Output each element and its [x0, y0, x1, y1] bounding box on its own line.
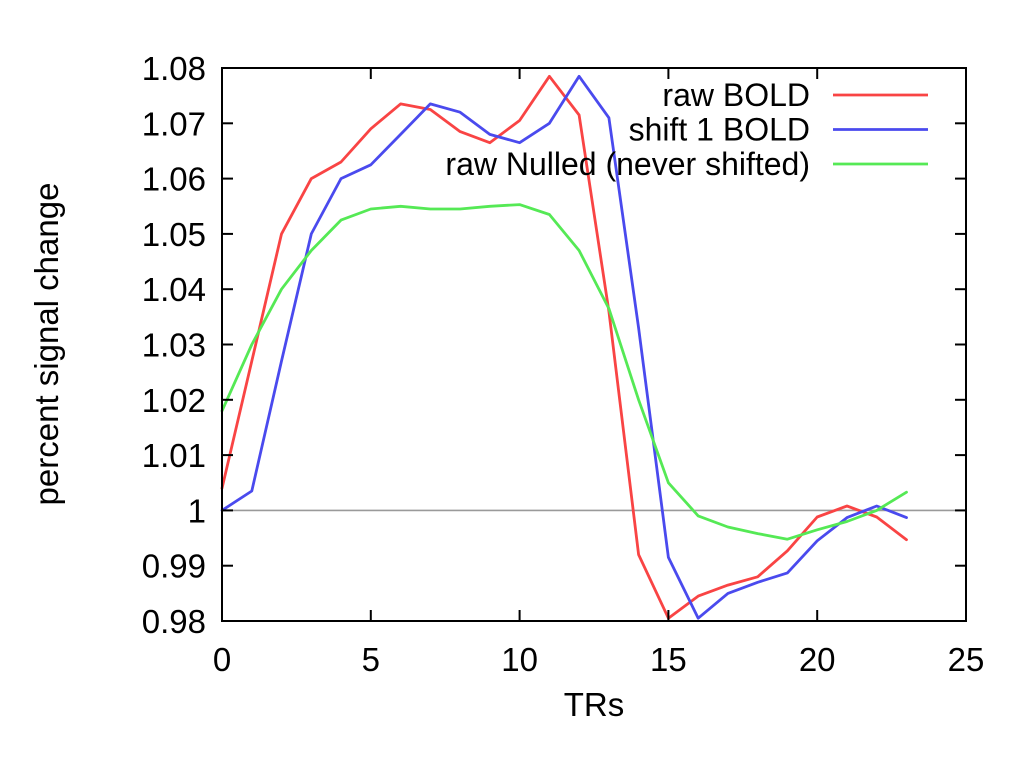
y-tick-label: 1.08 [142, 50, 206, 87]
y-tick-label: 1.04 [142, 271, 206, 308]
x-tick-label: 10 [501, 641, 538, 678]
y-tick-label: 0.99 [142, 548, 206, 585]
axes-layer [221, 67, 967, 622]
tick-label-layer: 0.98 0.99 1 1.01 1.02 1.03 1.04 1.05 1.06 1.07 1.0… [142, 50, 985, 678]
series-line-raw-nulled-never-shifted- [220, 203, 908, 541]
y-tick-label: 1.05 [142, 216, 206, 253]
y-tick-label: 1.01 [142, 437, 206, 474]
legend-label: raw BOLD [662, 77, 810, 113]
legend-label: raw Nulled (never shifted) [445, 146, 810, 182]
y-tick-label: 1.06 [142, 161, 206, 198]
y-tick-label: 1.03 [142, 327, 206, 364]
x-tick-label: 0 [213, 641, 231, 678]
y-tick-label: 1.02 [142, 382, 206, 419]
x-tick-label: 20 [799, 641, 836, 678]
x-tick-label: 5 [362, 641, 380, 678]
series-line-shift-1-bold [220, 74, 908, 620]
y-axis-title: percent signal change [28, 183, 65, 506]
series-layer [220, 74, 908, 620]
y-tick-label: 1.07 [142, 105, 206, 142]
x-tick-label: 15 [650, 641, 687, 678]
x-axis-title: TRs [564, 686, 625, 723]
y-tick-label: 1 [188, 492, 206, 529]
legend-label: shift 1 BOLD [629, 112, 810, 148]
x-tick-label: 25 [948, 641, 985, 678]
series-line-raw-bold [220, 74, 908, 620]
y-tick-label: 0.98 [142, 603, 206, 640]
plot-border [221, 67, 967, 622]
